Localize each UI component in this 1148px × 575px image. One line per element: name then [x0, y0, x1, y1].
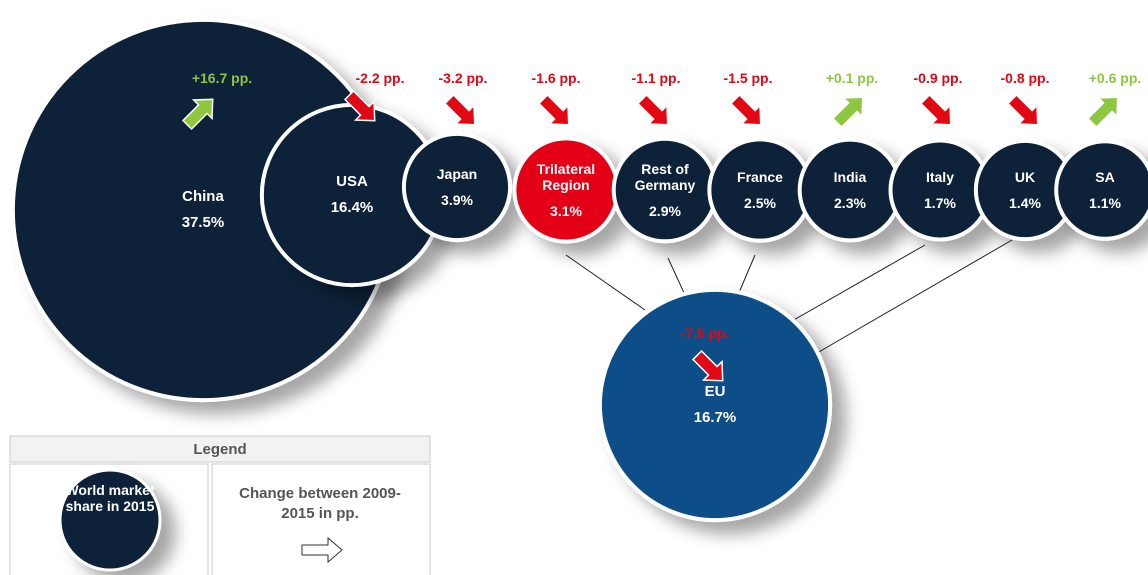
value-label: 3.9% [441, 191, 473, 208]
category-label: India [833, 168, 867, 185]
category-label: UK [1014, 168, 1036, 185]
change-label: -3.2 pp. [438, 70, 488, 86]
value-label: 1.7% [924, 194, 956, 211]
value-label: 2.5% [744, 194, 776, 211]
category-label: Italy [925, 168, 954, 185]
legend-frame [9, 435, 431, 575]
bubble-label: China 37.5% [13, 20, 393, 400]
legend-title: Legend [193, 441, 247, 458]
category-label: SA [1095, 168, 1115, 185]
change-arrow [537, 93, 570, 126]
value-label: 16.7% [693, 408, 737, 426]
change-label: -1.1 pp. [631, 70, 681, 86]
category-label: USA [336, 172, 368, 190]
bubble-label: UK 1.4% [976, 141, 1074, 239]
change-label: +0.1 pp. [825, 70, 879, 86]
connector [667, 257, 686, 296]
bubble-label: Japan 3.9% [404, 134, 510, 240]
change-arrow [831, 96, 864, 129]
change-label: -7.5 pp. [680, 325, 730, 341]
connector [784, 244, 926, 326]
category-label: China [182, 187, 224, 205]
change-label: -1.6 pp. [531, 70, 581, 86]
change-label: -0.9 pp. [913, 70, 963, 86]
legend-arrow [301, 536, 343, 564]
connector [565, 254, 646, 311]
change-arrow [181, 98, 214, 131]
connector [804, 239, 1013, 361]
value-label: 1.1% [1089, 194, 1121, 211]
value-label: 37.5% [181, 213, 225, 231]
category-label: Rest of Germany [634, 160, 696, 193]
bubble-label: Trilateral Region 3.1% [514, 138, 617, 241]
bubble [597, 287, 833, 523]
bubble-label: EU 16.7% [600, 290, 830, 520]
legend-label: World market share in 2015 [65, 482, 155, 514]
change-label: -1.5 pp. [723, 70, 773, 86]
change-label: -2.2 pp. [355, 70, 405, 86]
change-arrow [1006, 93, 1039, 126]
legend-header [9, 435, 431, 463]
category-label: EU [704, 382, 726, 400]
value-label: 1.4% [1009, 194, 1041, 211]
bubble-label: France 2.5% [709, 139, 810, 240]
change-arrow [691, 349, 724, 382]
legend-bubble [58, 468, 162, 572]
value-label: 16.4% [330, 198, 374, 216]
change-label: +0.6 pp. [1088, 70, 1142, 86]
category-label: France [737, 168, 783, 185]
bubble-label: SA 1.1% [1056, 141, 1148, 239]
bubble-label: India 2.3% [800, 140, 901, 241]
change-label: +16.7 pp. [191, 70, 253, 86]
bubble-label: USA 16.4% [262, 105, 442, 285]
change-arrow [636, 93, 669, 126]
value-label: 3.1% [550, 202, 582, 219]
change-arrow [443, 93, 476, 126]
change-arrow [1086, 96, 1119, 129]
bubble [401, 131, 513, 243]
change-arrow [729, 93, 762, 126]
category-label: Trilateral Region [536, 160, 596, 193]
connectors [565, 239, 1013, 361]
change-arrow [919, 93, 952, 126]
change-arrow [343, 89, 376, 122]
category-label: Japan [436, 165, 478, 182]
bubble-label: Italy 1.7% [890, 140, 989, 239]
connector [737, 254, 756, 296]
legend-pane [211, 463, 431, 575]
legend-label: Change between 2009-2015 in pp. [239, 485, 401, 522]
bubble-label: Rest of Germany 2.9% [614, 139, 717, 242]
change-label: -0.8 pp. [1000, 70, 1050, 86]
value-label: 2.3% [834, 194, 866, 211]
bubbles [10, 17, 1148, 523]
bubble [1054, 139, 1148, 241]
value-label: 2.9% [649, 202, 681, 219]
